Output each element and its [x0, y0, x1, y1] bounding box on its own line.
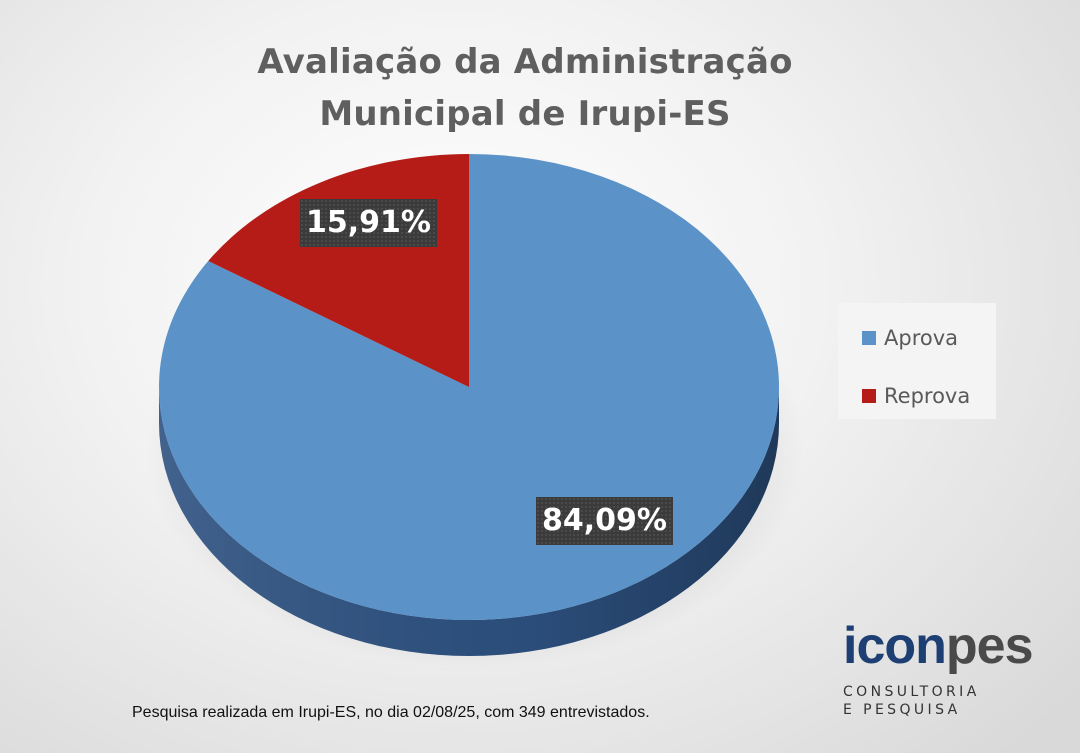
- logo-text-part1: icon: [843, 617, 947, 675]
- brand-logo: iconpes: [843, 616, 1034, 676]
- logo-text-part2: pes: [945, 617, 1034, 675]
- logo-tagline-line-1: CONSULTORIA: [843, 684, 980, 700]
- legend-swatch-aprova: [862, 331, 876, 345]
- logo-tagline-line-2: E PESQUISA: [843, 702, 961, 718]
- chart-title: Avaliação da Administração Municipal de …: [150, 36, 900, 140]
- legend-label-reprova: Reprova: [884, 384, 971, 408]
- survey-footnote: Pesquisa realizada em Irupi-ES, no dia 0…: [132, 704, 650, 721]
- chart-title-line-1: Avaliação da Administração: [257, 42, 793, 82]
- legend-swatch-reprova: [862, 389, 876, 403]
- legend-item-reprova: Reprova: [838, 373, 996, 419]
- data-label-aprova: 84,09%: [536, 497, 673, 545]
- chart-title-line-2: Municipal de Irupi-ES: [319, 94, 731, 134]
- data-label-reprova: 15,91%: [300, 199, 437, 247]
- chart-legend: Aprova Reprova: [838, 303, 996, 419]
- legend-item-aprova: Aprova: [838, 315, 996, 361]
- logo-tagline: CONSULTORIA E PESQUISA: [843, 683, 980, 719]
- legend-label-aprova: Aprova: [884, 326, 959, 350]
